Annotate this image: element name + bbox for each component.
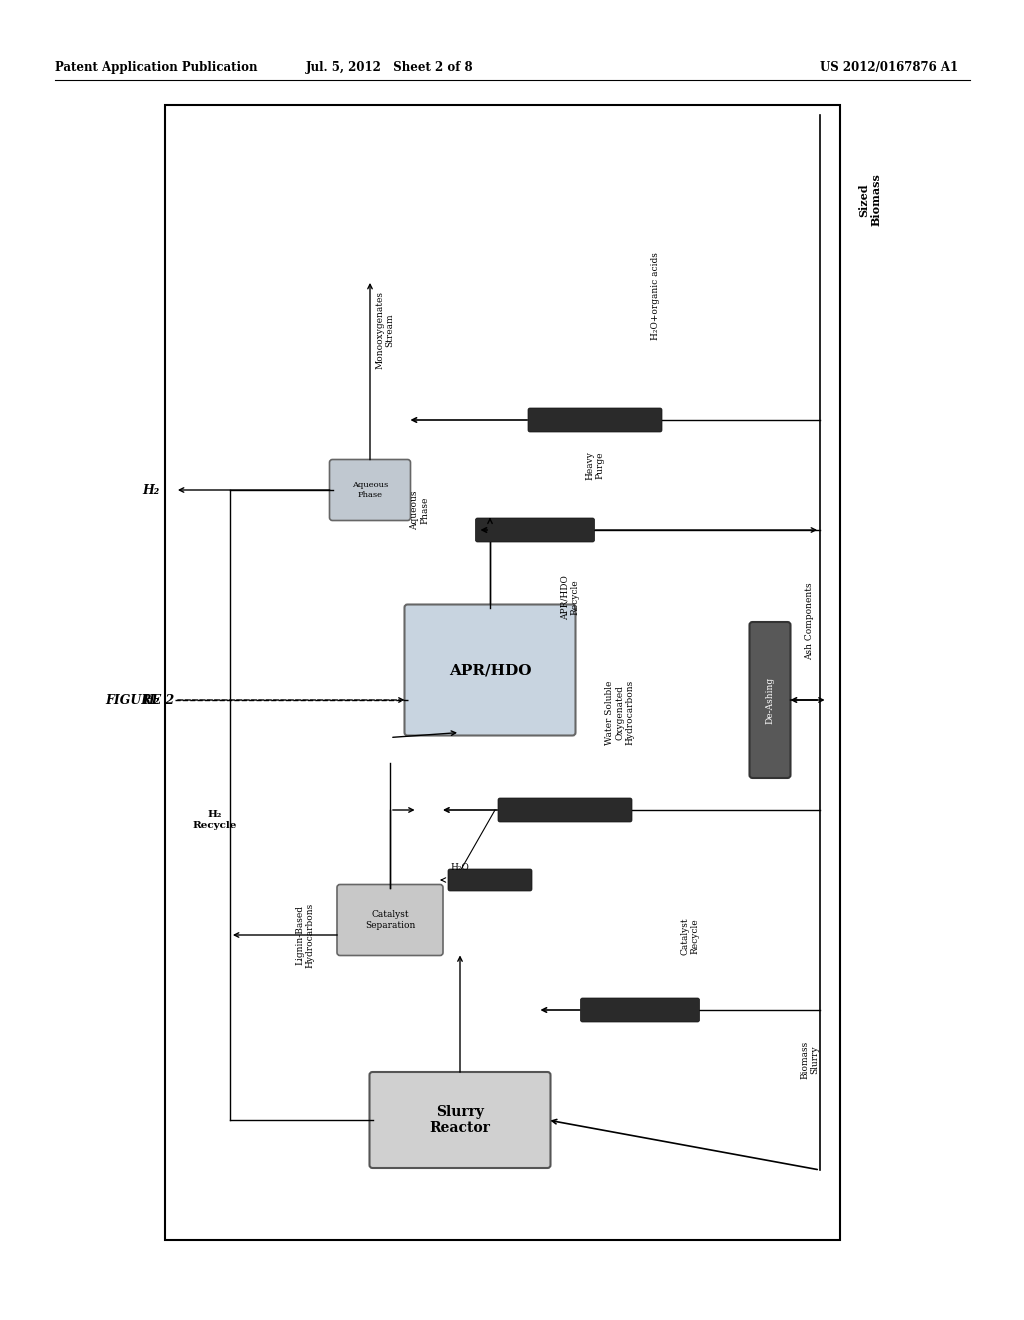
Text: Lignin-Based
Hydrocarbons: Lignin-Based Hydrocarbons	[295, 903, 314, 968]
FancyBboxPatch shape	[475, 517, 595, 543]
FancyBboxPatch shape	[581, 998, 699, 1022]
Text: H₂O+organic acids: H₂O+organic acids	[650, 252, 659, 341]
Text: Aqueous
Phase: Aqueous Phase	[410, 490, 429, 529]
Text: Catalyst
Recycle: Catalyst Recycle	[680, 917, 699, 954]
Text: Patent Application Publication: Patent Application Publication	[55, 62, 257, 74]
FancyBboxPatch shape	[337, 884, 443, 956]
Bar	[165, 106, 840, 1239]
Text: Sized
Biomass: Sized Biomass	[858, 173, 882, 227]
Text: De-Ashing: De-Ashing	[766, 676, 774, 723]
Text: H₂O: H₂O	[450, 863, 469, 873]
Text: H₂
Recycle: H₂ Recycle	[193, 810, 238, 830]
FancyBboxPatch shape	[750, 622, 791, 777]
Text: Monooxygenates
Stream: Monooxygenates Stream	[376, 290, 394, 370]
FancyBboxPatch shape	[498, 799, 632, 822]
FancyBboxPatch shape	[528, 408, 662, 432]
Text: US 2012/0167876 A1: US 2012/0167876 A1	[820, 62, 958, 74]
FancyBboxPatch shape	[330, 459, 411, 520]
FancyBboxPatch shape	[404, 605, 575, 735]
FancyBboxPatch shape	[449, 869, 532, 891]
Text: H₂: H₂	[142, 483, 160, 496]
Text: Jul. 5, 2012   Sheet 2 of 8: Jul. 5, 2012 Sheet 2 of 8	[306, 62, 474, 74]
Text: APR/HDO: APR/HDO	[449, 663, 531, 677]
Text: Water Soluble
Oxygenated
Hydrocarbons: Water Soluble Oxygenated Hydrocarbons	[605, 680, 635, 744]
Text: FIGURE 2: FIGURE 2	[105, 693, 174, 706]
Text: Biomass
Slurry: Biomass Slurry	[801, 1041, 819, 1080]
Text: Slurry
Reactor: Slurry Reactor	[429, 1105, 490, 1135]
Text: Aqueous
Phase: Aqueous Phase	[352, 482, 388, 499]
Text: Ash Components: Ash Components	[805, 582, 814, 660]
Text: APR/HDO
Recycle: APR/HDO Recycle	[560, 576, 580, 620]
Text: Catalyst
Separation: Catalyst Separation	[365, 911, 415, 929]
Text: H₂: H₂	[142, 693, 160, 706]
FancyBboxPatch shape	[370, 1072, 551, 1168]
Text: Heavy
Purge: Heavy Purge	[586, 451, 605, 480]
